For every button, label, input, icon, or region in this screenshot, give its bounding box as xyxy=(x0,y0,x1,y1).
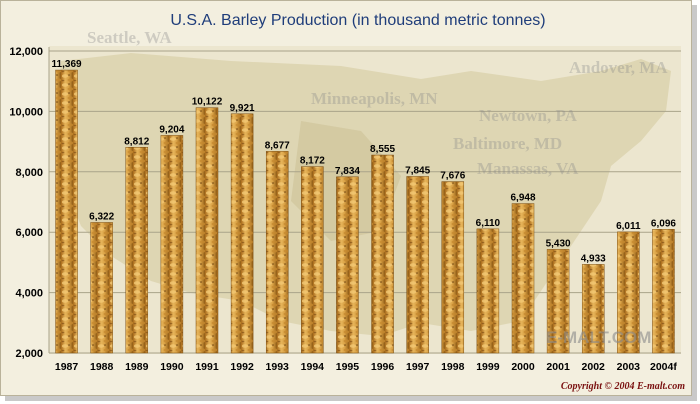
bar-2000 xyxy=(511,203,535,354)
y-tick-label: 2,000 xyxy=(15,348,43,360)
x-tick-label: 1993 xyxy=(266,361,290,373)
chart-frame: Seattle, WA Minneapolis, MN Andover, MA New… xyxy=(0,0,692,396)
bar-2004f xyxy=(652,229,675,354)
value-label: 6,096 xyxy=(651,218,676,229)
grid-lines xyxy=(48,47,681,354)
x-tick-label: 1994 xyxy=(301,361,325,373)
x-tick-label: 1992 xyxy=(230,361,254,373)
value-label: 11,369 xyxy=(52,59,82,70)
y-tick-label: 6,000 xyxy=(15,227,43,239)
y-tick-label: 12,000 xyxy=(9,46,43,58)
value-label: 10,122 xyxy=(192,97,223,108)
value-label: 8,172 xyxy=(300,156,325,167)
value-label: 7,845 xyxy=(405,165,430,176)
bar-1992 xyxy=(230,113,254,354)
value-label: 6,110 xyxy=(476,218,501,229)
value-label: 6,322 xyxy=(89,211,114,222)
chart-title: U.S.A. Barley Production (in thousand me… xyxy=(170,12,545,29)
bar-1999 xyxy=(476,228,500,354)
bar-1990 xyxy=(160,135,184,354)
y-tick-label: 4,000 xyxy=(15,288,43,300)
bar-2001 xyxy=(546,249,570,354)
x-tick-label: 1995 xyxy=(336,361,360,373)
value-label: 6,011 xyxy=(616,221,641,232)
background-city-label: Newtown, PA xyxy=(479,106,578,125)
background-city-labels: Seattle, WA Minneapolis, MN Andover, MA New… xyxy=(87,28,668,178)
bar-1998 xyxy=(441,181,465,354)
bar-1994 xyxy=(301,166,324,354)
bar-1991 xyxy=(195,107,219,354)
x-axis-tick-labels: 1987 1988 1989 1990 1991 1992 1993 1994 1995 1996… xyxy=(55,361,677,373)
background-city-label: Seattle, WA xyxy=(87,28,172,47)
x-tick-label: 1989 xyxy=(125,361,149,373)
bar-2002 xyxy=(581,264,605,354)
value-label: 9,921 xyxy=(230,103,255,114)
value-label: 7,676 xyxy=(440,171,465,182)
value-label: 4,933 xyxy=(581,253,606,264)
background-city-label: Minneapolis, MN xyxy=(311,89,438,108)
x-tick-label: 2004f xyxy=(650,361,677,373)
x-tick-label: 1998 xyxy=(441,361,465,373)
x-tick-label: 1990 xyxy=(160,361,184,373)
value-label: 6,948 xyxy=(510,193,535,204)
y-tick-label: 8,000 xyxy=(15,167,43,179)
value-labels: 11,369 6,322 8,812 9,204 10,122 9,921 8,677 8,1… xyxy=(52,59,677,264)
x-tick-label: 2000 xyxy=(511,361,535,373)
background-city-label: Andover, MA xyxy=(569,58,668,77)
bar-1993 xyxy=(265,151,289,354)
bar-1995 xyxy=(336,176,359,354)
value-label: 8,555 xyxy=(370,144,395,155)
bar-2003 xyxy=(617,231,640,354)
x-tick-label: 1997 xyxy=(406,361,430,373)
bar-1987 xyxy=(55,69,78,354)
x-tick-label: 2003 xyxy=(617,361,641,373)
value-label: 8,677 xyxy=(265,140,290,151)
y-axis-tick-labels: 2,000 4,000 6,000 8,000 10,000 12,000 xyxy=(9,46,43,360)
bar-1988 xyxy=(90,222,113,354)
bar-1996 xyxy=(371,154,394,354)
background-city-label: Baltimore, MD xyxy=(453,134,562,153)
bar-1997 xyxy=(406,176,429,354)
y-tick-label: 10,000 xyxy=(9,106,43,118)
bars xyxy=(55,69,675,354)
x-tick-label: 1987 xyxy=(55,361,79,373)
x-tick-label: 1988 xyxy=(90,361,114,373)
background-city-label: Manassas, VA xyxy=(477,159,579,178)
value-label: 8,812 xyxy=(124,136,149,147)
value-label: 5,430 xyxy=(546,238,571,249)
copyright-text: Copyright © 2004 E-malt.com xyxy=(561,381,685,392)
barley-chart: Seattle, WA Minneapolis, MN Andover, MA New… xyxy=(9,12,685,392)
value-label: 7,834 xyxy=(335,166,360,177)
x-tick-label: 1991 xyxy=(195,361,219,373)
value-label: 9,204 xyxy=(159,124,184,135)
x-tick-label: 1999 xyxy=(476,361,500,373)
bar-1989 xyxy=(125,147,149,354)
x-tick-label: 1996 xyxy=(371,361,395,373)
brand-watermark: E-MALT.COM xyxy=(546,328,651,347)
x-tick-label: 2001 xyxy=(546,361,570,373)
x-tick-label: 2002 xyxy=(582,361,606,373)
